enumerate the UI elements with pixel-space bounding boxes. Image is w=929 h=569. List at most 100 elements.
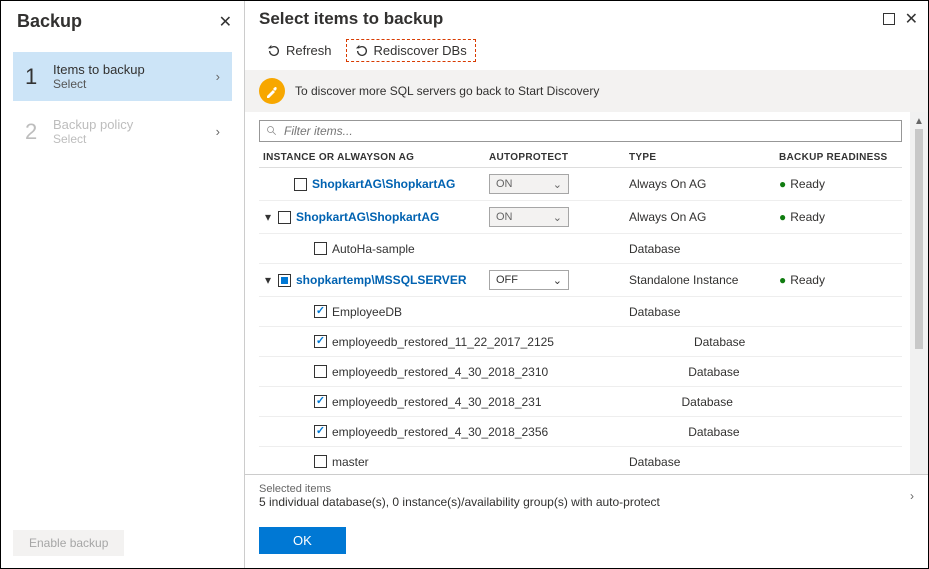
step-text: Items to backupSelect xyxy=(53,62,216,91)
rediscover-icon xyxy=(355,44,369,58)
wizard-step[interactable]: 2Backup policySelect› xyxy=(13,107,232,156)
left-footer: Enable backup xyxy=(1,518,244,568)
chevron-down-icon: ⌄ xyxy=(553,274,562,287)
table-row[interactable]: master Database xyxy=(259,447,902,474)
summary-block: Selected items 5 individual database(s),… xyxy=(259,483,660,509)
row-name: employeedb_restored_4_30_2018_2356 xyxy=(332,425,548,439)
row-type: Database xyxy=(682,395,832,409)
filter-input[interactable] xyxy=(284,124,895,138)
row-type: Database xyxy=(694,335,844,349)
row-name: master xyxy=(332,455,369,469)
step-sub: Select xyxy=(53,132,216,146)
chevron-down-icon: ⌄ xyxy=(553,211,562,224)
wizard-steps: 1Items to backupSelect›2Backup policySel… xyxy=(1,42,244,172)
close-panel-icon[interactable]: ✕ xyxy=(905,9,918,29)
expander-icon[interactable]: ▾ xyxy=(263,273,273,287)
row-name: employeedb_restored_11_22_2017_2125 xyxy=(332,335,554,349)
autoprotect-select[interactable]: OFF ⌄ xyxy=(489,270,569,290)
row-type: Database xyxy=(688,365,838,379)
row-checkbox[interactable] xyxy=(278,274,291,287)
summary-text: 5 individual database(s), 0 instance(s)/… xyxy=(259,495,660,509)
refresh-button[interactable]: Refresh xyxy=(259,40,340,61)
banner-tools-icon xyxy=(259,78,285,104)
app-root: Backup ✕ 1Items to backupSelect›2Backup … xyxy=(0,0,929,569)
chevron-right-icon: › xyxy=(910,489,914,503)
autoprotect-value: OFF xyxy=(496,274,518,286)
row-checkbox[interactable] xyxy=(314,305,327,318)
row-type: Database xyxy=(688,425,838,439)
left-header: Backup ✕ xyxy=(1,1,244,42)
scrollbar[interactable]: ▲ xyxy=(910,112,928,474)
row-name: ShopkartAG\ShopkartAG xyxy=(296,210,439,224)
toolbar: Refresh Rediscover DBs xyxy=(245,35,928,70)
row-checkbox[interactable] xyxy=(314,242,327,255)
ok-button[interactable]: OK xyxy=(259,527,346,554)
row-checkbox[interactable] xyxy=(278,211,291,224)
row-name: employeedb_restored_4_30_2018_231 xyxy=(332,395,542,409)
left-panel: Backup ✕ 1Items to backupSelect›2Backup … xyxy=(1,1,245,568)
chevron-right-icon: › xyxy=(216,69,220,84)
right-panel: Select items to backup ✕ Refresh Redisco… xyxy=(245,1,928,568)
row-checkbox[interactable] xyxy=(314,365,327,378)
rediscover-label: Rediscover DBs xyxy=(374,43,467,58)
row-checkbox[interactable] xyxy=(314,395,327,408)
left-panel-title: Backup xyxy=(17,11,82,32)
col-header-auto[interactable]: AUTOPROTECT xyxy=(489,152,629,163)
close-icon[interactable]: ✕ xyxy=(219,12,232,32)
step-label: Backup policy xyxy=(53,117,216,132)
row-type: Standalone Instance xyxy=(629,273,779,287)
table-row[interactable]: ▾ShopkartAG\ShopkartAGON⌄Always On AG●Re… xyxy=(259,201,902,234)
window-controls: ✕ xyxy=(883,9,918,29)
row-type: Always On AG xyxy=(629,210,779,224)
row-name: shopkartemp\MSSQLSERVER xyxy=(296,273,466,287)
summary-label: Selected items xyxy=(259,483,660,495)
step-number: 1 xyxy=(25,64,53,90)
table-header: INSTANCE OR ALWAYSON AG AUTOPROTECT TYPE… xyxy=(259,148,902,168)
scroll-up-icon[interactable]: ▲ xyxy=(914,116,924,127)
right-header: Select items to backup ✕ xyxy=(245,1,928,35)
status-ok-icon: ● xyxy=(779,273,786,287)
refresh-icon xyxy=(267,44,281,58)
info-banner: To discover more SQL servers go back to … xyxy=(245,70,928,112)
autoprotect-value: ON xyxy=(496,211,513,223)
refresh-label: Refresh xyxy=(286,43,332,58)
step-sub: Select xyxy=(53,77,216,91)
table-row[interactable]: AutoHa-sample Database xyxy=(259,234,902,264)
row-name: employeedb_restored_4_30_2018_2310 xyxy=(332,365,548,379)
row-type: Database xyxy=(629,242,779,256)
table-row[interactable]: EmployeeDBDatabase xyxy=(259,297,902,327)
maximize-icon[interactable] xyxy=(883,13,895,25)
rediscover-button[interactable]: Rediscover DBs xyxy=(346,39,476,62)
step-label: Items to backup xyxy=(53,62,216,77)
chevron-down-icon: ⌄ xyxy=(553,178,562,191)
right-panel-title: Select items to backup xyxy=(259,9,443,29)
chevron-right-icon: › xyxy=(216,124,220,139)
row-type: Always On AG xyxy=(629,177,779,191)
table-row[interactable]: employeedb_restored_11_22_2017_2125 Datab… xyxy=(259,327,902,357)
table-row[interactable]: ▾ shopkartemp\MSSQLSERVER OFF ⌄ Standalone I… xyxy=(259,264,902,297)
status-ok-icon: ● xyxy=(779,177,786,191)
wizard-step[interactable]: 1Items to backupSelect› xyxy=(13,52,232,101)
table-row[interactable]: employeedb_restored_4_30_2018_2310 Databa… xyxy=(259,357,902,387)
col-header-name[interactable]: INSTANCE OR ALWAYSON AG xyxy=(259,152,489,163)
row-checkbox[interactable] xyxy=(314,455,327,468)
ready-text: Ready xyxy=(790,177,825,191)
table-row[interactable]: ShopkartAG\ShopkartAGON⌄Always On AG●Rea… xyxy=(259,168,902,201)
col-header-type[interactable]: TYPE xyxy=(629,152,779,163)
ready-text: Ready xyxy=(790,210,825,224)
row-checkbox[interactable] xyxy=(314,335,327,348)
col-header-ready[interactable]: BACKUP READINESS xyxy=(779,152,902,163)
expander-icon[interactable]: ▾ xyxy=(263,210,273,224)
row-checkbox[interactable] xyxy=(294,178,307,191)
row-checkbox[interactable] xyxy=(314,425,327,438)
row-type: Database xyxy=(629,455,779,469)
autoprotect-select[interactable]: ON⌄ xyxy=(489,174,569,194)
filter-box[interactable] xyxy=(259,120,902,142)
enable-backup-button[interactable]: Enable backup xyxy=(13,530,124,556)
row-name: AutoHa-sample xyxy=(332,242,415,256)
autoprotect-select[interactable]: ON ⌄ xyxy=(489,207,569,227)
selected-summary[interactable]: Selected items 5 individual database(s),… xyxy=(245,474,928,517)
table-row[interactable]: employeedb_restored_4_30_2018_2356 Databa… xyxy=(259,417,902,447)
scroll-thumb[interactable] xyxy=(915,129,923,349)
table-row[interactable]: employeedb_restored_4_30_2018_231 Databas… xyxy=(259,387,902,417)
